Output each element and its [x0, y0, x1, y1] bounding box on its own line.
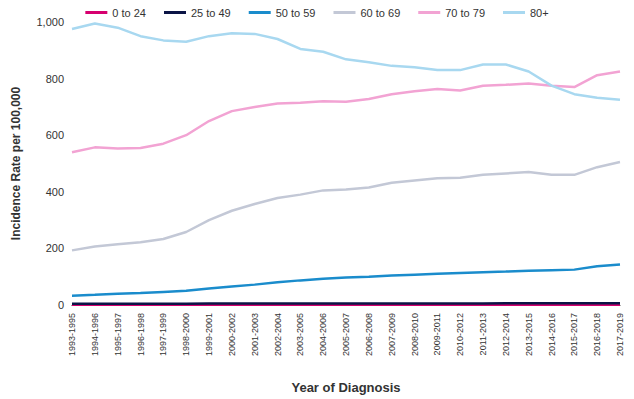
- svg-text:2014-2016: 2014-2016: [547, 313, 557, 356]
- svg-text:800: 800: [46, 73, 64, 85]
- svg-text:400: 400: [46, 186, 64, 198]
- svg-text:2012-2014: 2012-2014: [501, 313, 511, 356]
- svg-text:2002-2004: 2002-2004: [273, 313, 283, 356]
- svg-text:2009-2011: 2009-2011: [432, 313, 442, 355]
- svg-text:1997-1999: 1997-1999: [158, 313, 168, 356]
- svg-text:2010-2012: 2010-2012: [455, 313, 465, 356]
- svg-text:1996-1998: 1996-1998: [136, 313, 146, 356]
- svg-text:2011-2013: 2011-2013: [478, 313, 488, 355]
- svg-text:2006-2008: 2006-2008: [364, 313, 374, 356]
- svg-text:1999-2001: 1999-2001: [204, 313, 214, 356]
- svg-text:1995-1997: 1995-1997: [113, 313, 123, 356]
- svg-text:Incidence Rate per 100,000: Incidence Rate per 100,000: [9, 86, 23, 240]
- svg-text:0 to 24: 0 to 24: [112, 7, 146, 19]
- svg-text:2008-2010: 2008-2010: [410, 313, 420, 356]
- svg-text:70 to 79: 70 to 79: [445, 7, 485, 19]
- svg-text:60 to 69: 60 to 69: [360, 7, 400, 19]
- svg-text:1998-2000: 1998-2000: [181, 313, 191, 356]
- svg-text:25 to 49: 25 to 49: [191, 7, 231, 19]
- svg-text:2004-2006: 2004-2006: [318, 313, 328, 356]
- svg-text:600: 600: [46, 129, 64, 141]
- svg-text:2016-2018: 2016-2018: [592, 313, 602, 356]
- svg-text:2000-2002: 2000-2002: [227, 313, 237, 356]
- svg-text:2005-2007: 2005-2007: [341, 313, 351, 356]
- svg-text:200: 200: [46, 242, 64, 254]
- svg-text:Year of Diagnosis: Year of Diagnosis: [291, 380, 400, 395]
- svg-text:2003-2005: 2003-2005: [295, 313, 305, 356]
- svg-text:80+: 80+: [530, 7, 549, 19]
- svg-text:2017-2019: 2017-2019: [615, 313, 625, 356]
- svg-text:2007-2009: 2007-2009: [387, 313, 397, 356]
- svg-text:50 to 59: 50 to 59: [276, 7, 316, 19]
- svg-text:1994-1996: 1994-1996: [90, 313, 100, 356]
- svg-text:0: 0: [58, 299, 64, 311]
- svg-text:2001-2003: 2001-2003: [250, 313, 260, 356]
- svg-text:2013-2015: 2013-2015: [524, 313, 534, 356]
- svg-text:1,000: 1,000: [36, 16, 64, 28]
- svg-text:1993-1995: 1993-1995: [67, 313, 77, 356]
- svg-text:2015-2017: 2015-2017: [569, 313, 579, 356]
